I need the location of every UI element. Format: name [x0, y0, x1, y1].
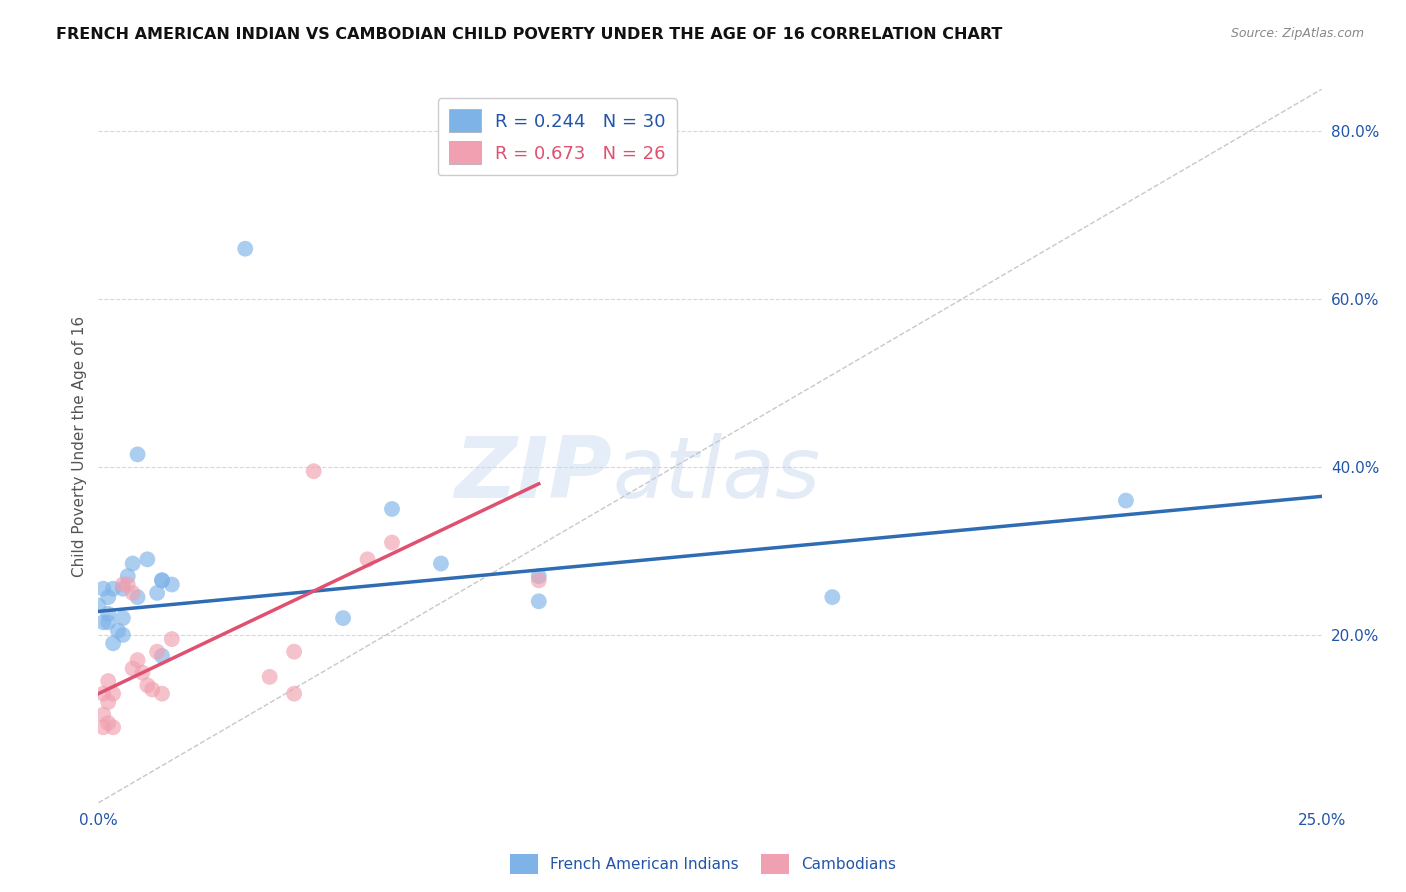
Point — [146, 645, 169, 659]
Y-axis label: Child Poverty Under the Age of 16: Child Poverty Under the Age of 16 — [72, 316, 87, 576]
Legend: R = 0.244   N = 30, R = 0.673   N = 26: R = 0.244 N = 30, R = 0.673 N = 26 — [437, 98, 676, 176]
Point — [136, 552, 159, 566]
Point — [259, 670, 281, 684]
Text: Source: ZipAtlas.com: Source: ZipAtlas.com — [1230, 27, 1364, 40]
Point — [160, 577, 183, 591]
Point — [283, 645, 305, 659]
Point — [91, 720, 114, 734]
Point — [150, 574, 173, 588]
Point — [150, 648, 173, 663]
Text: atlas: atlas — [612, 433, 820, 516]
Point — [117, 577, 139, 591]
Point — [527, 594, 550, 608]
Point — [233, 242, 256, 256]
Point — [97, 607, 120, 621]
Point — [302, 464, 325, 478]
Point — [97, 590, 120, 604]
Point — [111, 582, 134, 596]
Point — [87, 599, 110, 613]
Point — [141, 682, 163, 697]
Point — [127, 590, 149, 604]
Point — [117, 569, 139, 583]
Point — [101, 720, 124, 734]
Point — [356, 552, 378, 566]
Point — [101, 582, 124, 596]
Point — [121, 661, 143, 675]
Point — [121, 586, 143, 600]
Point — [150, 687, 173, 701]
Point — [430, 557, 453, 571]
Point — [97, 674, 120, 689]
Point — [381, 535, 404, 549]
Point — [91, 615, 114, 630]
Text: ZIP: ZIP — [454, 433, 612, 516]
Point — [146, 586, 169, 600]
Point — [107, 624, 129, 638]
Point — [1115, 493, 1137, 508]
Point — [283, 687, 305, 701]
Point — [381, 502, 404, 516]
Point — [111, 628, 134, 642]
Point — [527, 569, 550, 583]
Point — [111, 611, 134, 625]
Point — [136, 678, 159, 692]
Point — [101, 687, 124, 701]
Legend: French American Indians, Cambodians: French American Indians, Cambodians — [503, 848, 903, 880]
Point — [821, 590, 844, 604]
Point — [91, 707, 114, 722]
Point — [332, 611, 354, 625]
Point — [97, 615, 120, 630]
Point — [131, 665, 153, 680]
Point — [150, 574, 173, 588]
Point — [160, 632, 183, 646]
Point — [527, 574, 550, 588]
Text: FRENCH AMERICAN INDIAN VS CAMBODIAN CHILD POVERTY UNDER THE AGE OF 16 CORRELATIO: FRENCH AMERICAN INDIAN VS CAMBODIAN CHIL… — [56, 27, 1002, 42]
Point — [127, 653, 149, 667]
Point — [97, 716, 120, 731]
Point — [127, 447, 149, 461]
Point — [101, 636, 124, 650]
Point — [91, 582, 114, 596]
Point — [91, 687, 114, 701]
Point — [111, 577, 134, 591]
Point — [121, 557, 143, 571]
Point — [97, 695, 120, 709]
